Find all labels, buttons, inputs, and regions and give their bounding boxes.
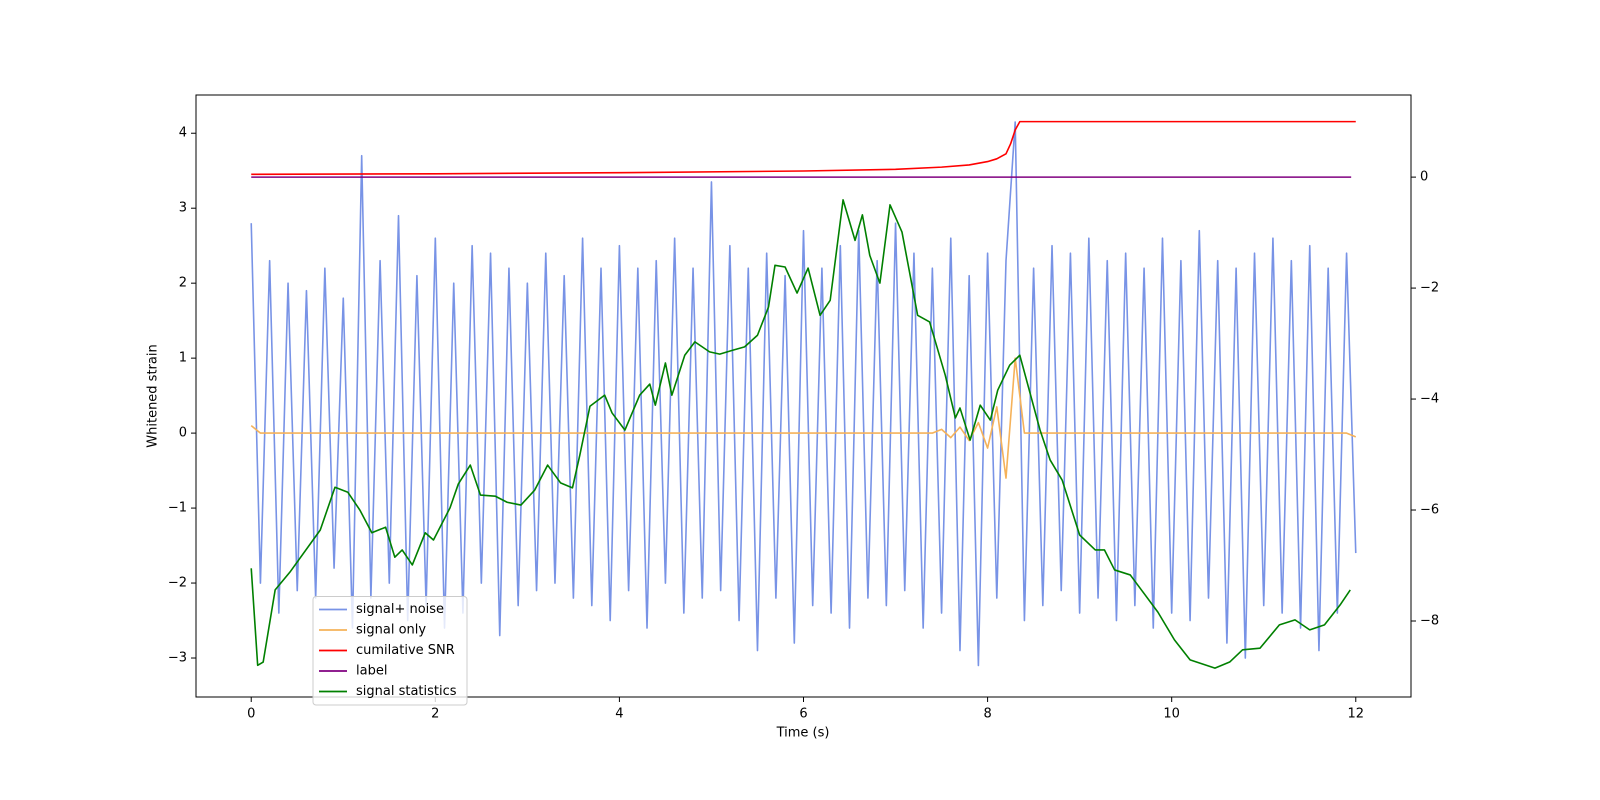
legend-label: signal+ noise <box>356 602 444 617</box>
y-tick-label: −3 <box>168 651 187 666</box>
legend: signal+ noise signal only cumilative SNR la… <box>312 596 468 706</box>
x-tick-label: 6 <box>799 707 807 722</box>
y-tick-label: −1 <box>168 501 187 516</box>
legend-label: cumilative SNR <box>356 643 455 658</box>
y-tick-label: 0 <box>179 426 187 441</box>
y2-tick-label: 0 <box>1420 170 1428 185</box>
y2-tick-label: −4 <box>1420 392 1439 407</box>
y2-tick-label: −6 <box>1420 503 1439 518</box>
series-line <box>250 121 1357 667</box>
x-tick-label: 0 <box>247 707 255 722</box>
x-axis-label: Time (s) <box>776 726 830 741</box>
y2-tick-label: −8 <box>1420 613 1439 628</box>
legend-label: label <box>356 664 387 679</box>
legend-label: signal only <box>356 623 426 638</box>
x-tick-label: 4 <box>615 707 623 722</box>
y-tick-label: −2 <box>168 576 187 591</box>
y-axis-label: Whitened strain <box>146 344 161 447</box>
x-tick-label: 2 <box>431 707 439 722</box>
y-tick-label: 1 <box>179 351 187 366</box>
x-tick-label: 10 <box>1163 707 1180 722</box>
y-tick-label: 4 <box>179 126 187 141</box>
legend-box <box>312 596 468 706</box>
series-line <box>250 357 1357 479</box>
y-tick-label: 3 <box>179 201 187 216</box>
x-tick-label: 8 <box>983 707 991 722</box>
series-line <box>251 120 1356 176</box>
y-tick-label: 2 <box>179 276 187 291</box>
x-tick-label: 12 <box>1347 707 1364 722</box>
legend-label: signal statistics <box>356 684 457 699</box>
y2-tick-label: −2 <box>1420 281 1439 296</box>
series-line <box>250 199 1351 669</box>
